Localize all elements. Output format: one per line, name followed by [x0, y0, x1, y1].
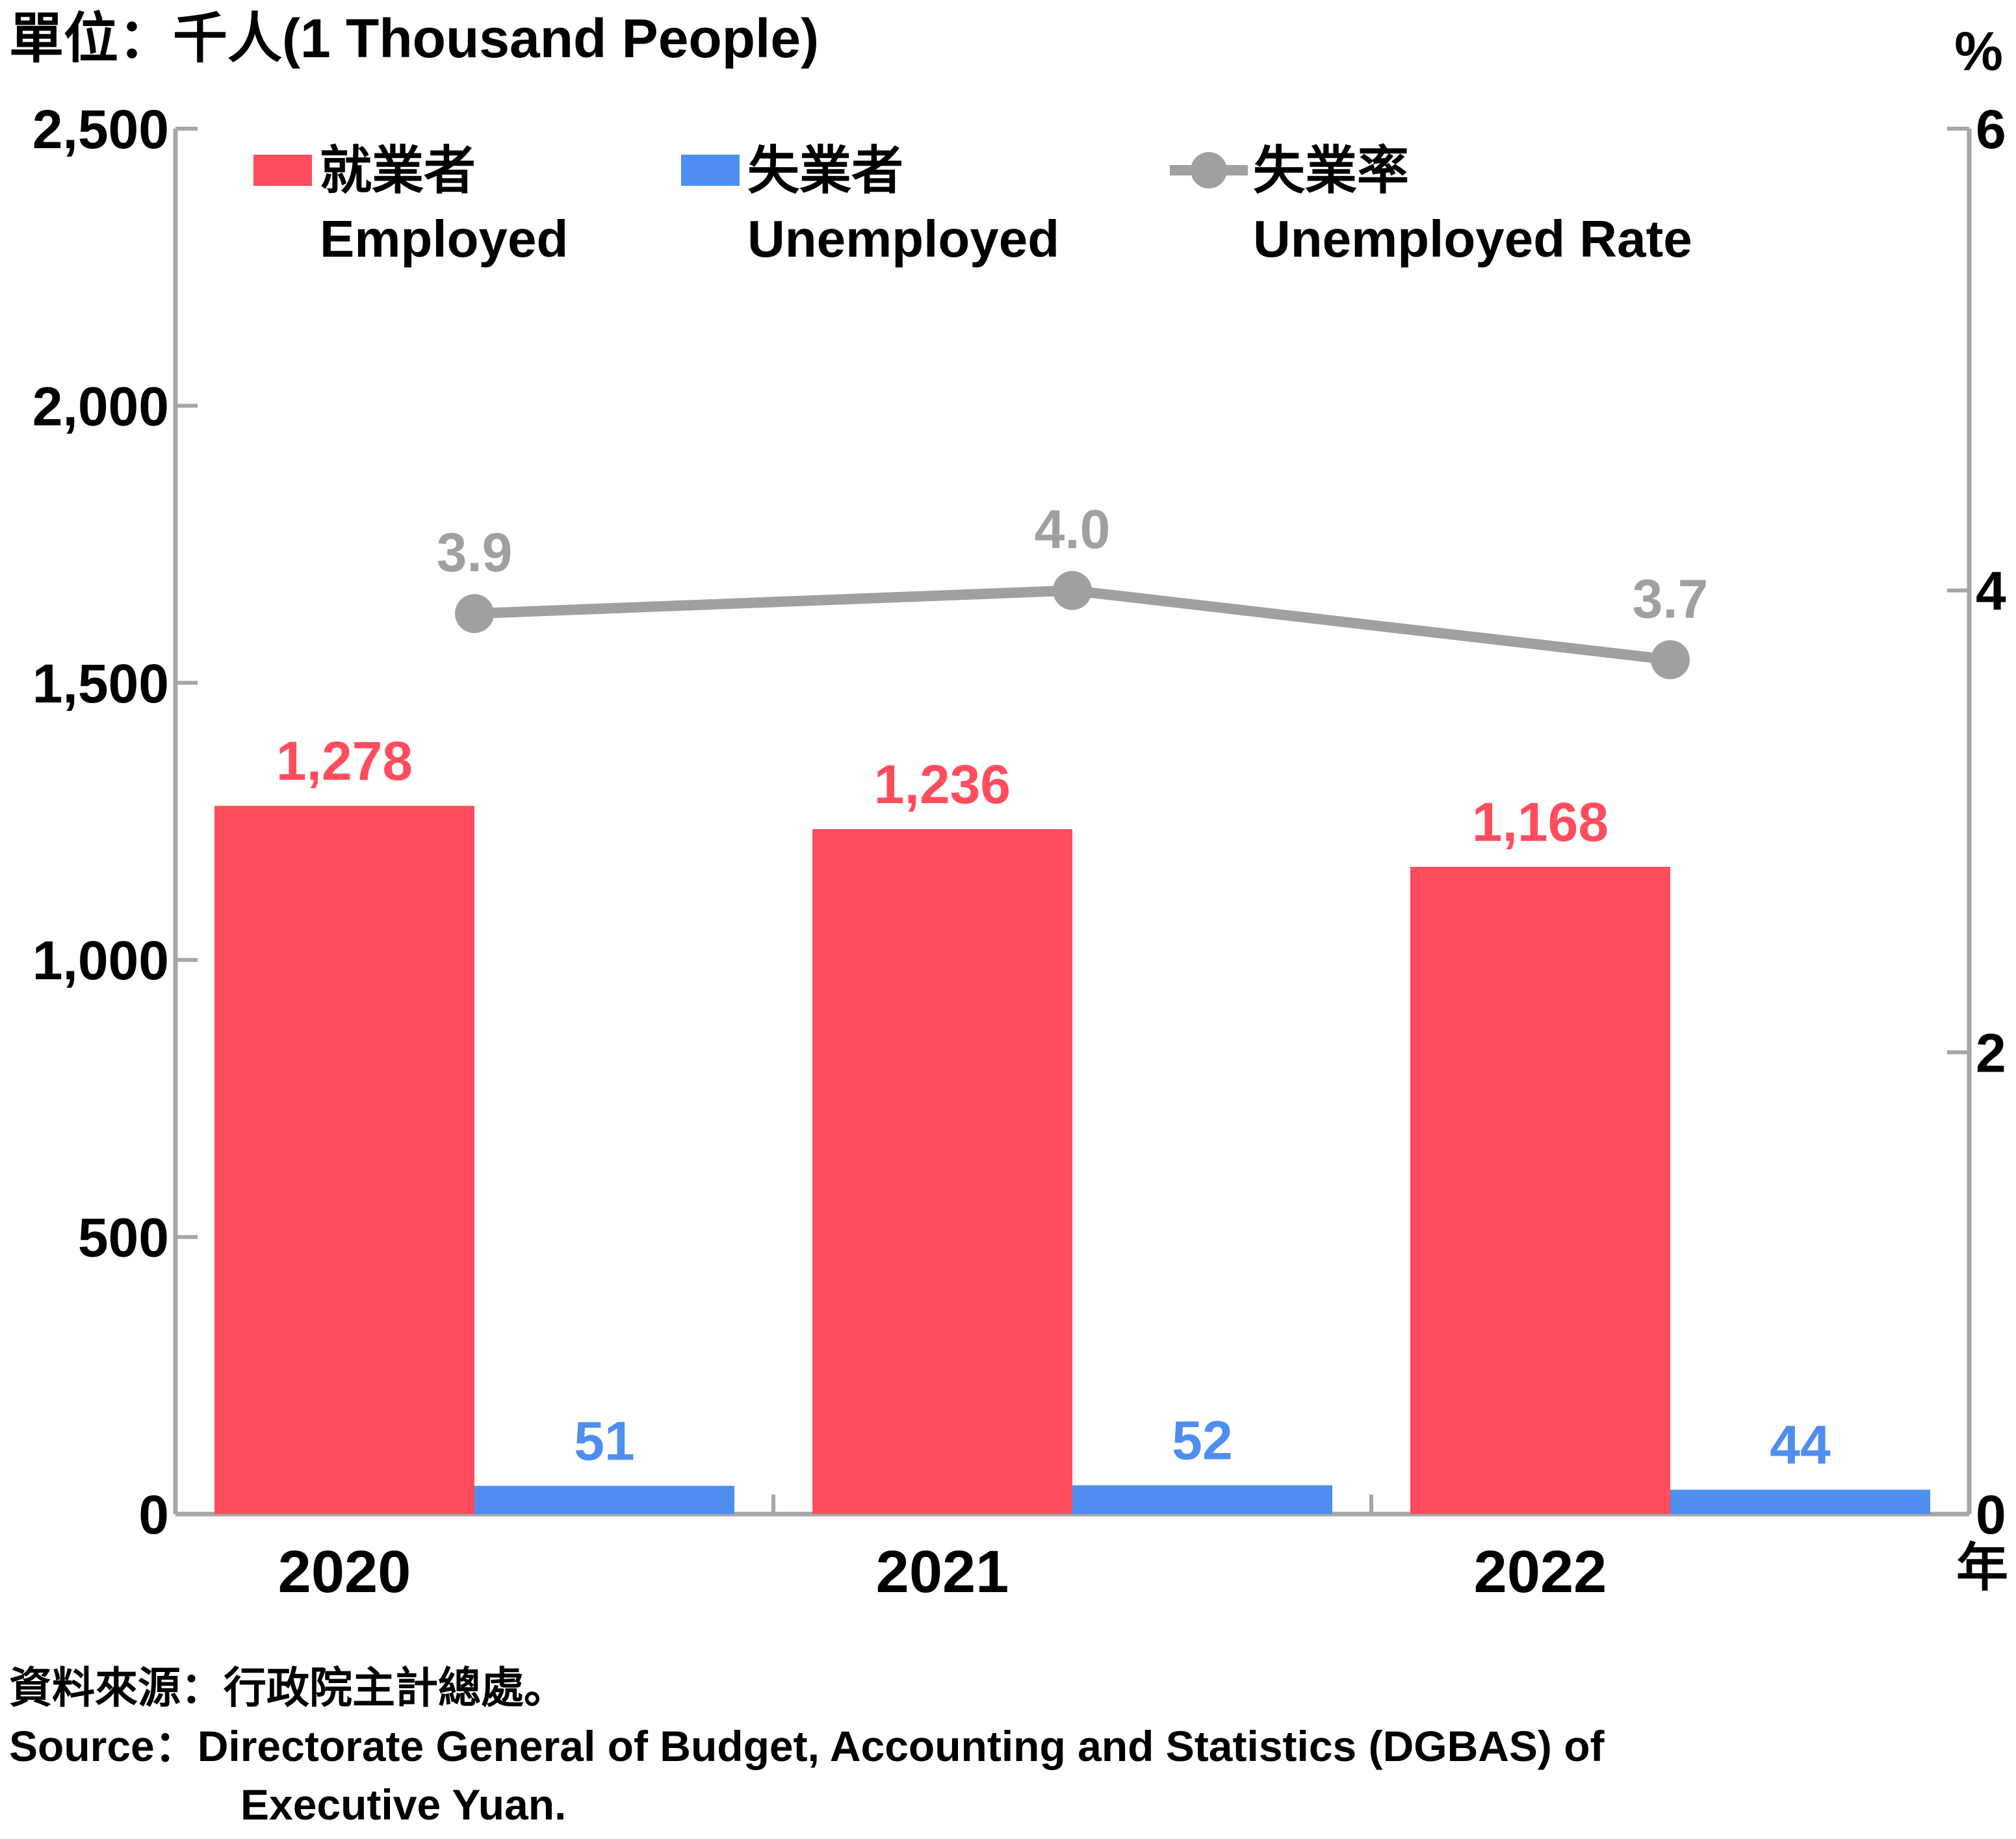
legend-swatch-employed: [253, 155, 312, 186]
legend-label-zh: 就業者: [320, 142, 476, 199]
rate-point: [455, 594, 494, 634]
source-en-line2: Executive Yuan.: [240, 1781, 566, 1829]
left-tick-label: 0: [138, 1484, 169, 1545]
titles: 單位：千人(1 Thousand People) % 年 資料來源：行政院主計總…: [9, 8, 2008, 1829]
x-tick-label: 2022: [1474, 1539, 1607, 1605]
legend-swatch-unemployed: [681, 155, 740, 186]
right-tick-label: 0: [1976, 1484, 2006, 1545]
right-unit-label: %: [1954, 21, 2003, 82]
x-tick-label: 2020: [278, 1539, 411, 1605]
bar-employed: [214, 806, 474, 1514]
bar-unemployed: [1072, 1485, 1332, 1514]
legend-label-zh: 失業者: [747, 142, 903, 199]
data-label-unemployed: 52: [1172, 1410, 1232, 1471]
left-tick-label: 2,000: [32, 376, 169, 437]
x-tick-label: 2021: [876, 1539, 1009, 1605]
data-label-rate: 3.9: [437, 522, 513, 583]
right-tick-label: 2: [1976, 1022, 2006, 1083]
data-label-unemployed: 44: [1770, 1414, 1831, 1475]
right-tick-label: 4: [1976, 561, 2006, 622]
rate-point: [1651, 640, 1690, 680]
source-zh: 資料來源：行政院主計總處。: [9, 1664, 567, 1712]
legend-label-en: Employed: [320, 210, 568, 268]
rate-point: [1053, 571, 1092, 610]
legend-label-en: Unemployed: [747, 210, 1059, 268]
data-label-employed: 1,168: [1472, 791, 1609, 853]
left-tick-label: 1,500: [32, 653, 169, 714]
legend-swatch-rate-marker: [1191, 152, 1227, 188]
left-tick-label: 500: [78, 1207, 169, 1268]
bars: [214, 806, 1930, 1514]
legend-label-en: Unemployed Rate: [1253, 210, 1692, 268]
x-unit-label: 年: [1956, 1539, 2008, 1597]
data-label-employed: 1,236: [874, 754, 1011, 815]
legend-label-zh: 失業率: [1253, 142, 1409, 199]
data-label-rate: 4.0: [1035, 499, 1111, 560]
left-tick-label: 1,000: [32, 930, 169, 991]
axes: 0 500 1,000 1,500 2,000 2,500 0 2 4 6 2020 2021 2022: [32, 99, 2006, 1605]
data-label-unemployed: 51: [574, 1411, 634, 1472]
data-label-employed: 1,278: [276, 730, 413, 791]
rate-line: [455, 571, 1690, 680]
data-label-rate: 3.7: [1633, 568, 1709, 629]
data-labels: 1,278 1,236 1,168 51 52 44 3.9 4.0 3.7: [276, 499, 1831, 1476]
bar-unemployed: [474, 1485, 734, 1514]
bar-employed: [812, 829, 1072, 1514]
bar-employed: [1410, 866, 1670, 1514]
left-tick-label: 2,500: [32, 99, 169, 160]
bar-unemployed: [1670, 1489, 1930, 1514]
right-tick-label: 6: [1976, 99, 2006, 160]
legend: 就業者 Employed 失業者 Unemployed 失業率 Unemployed Ra…: [253, 142, 1692, 268]
source-en-line1: Source：Directorate General of Budget, Ac…: [9, 1722, 1605, 1770]
left-unit-label: 單位：千人(1 Thousand People): [9, 8, 819, 69]
